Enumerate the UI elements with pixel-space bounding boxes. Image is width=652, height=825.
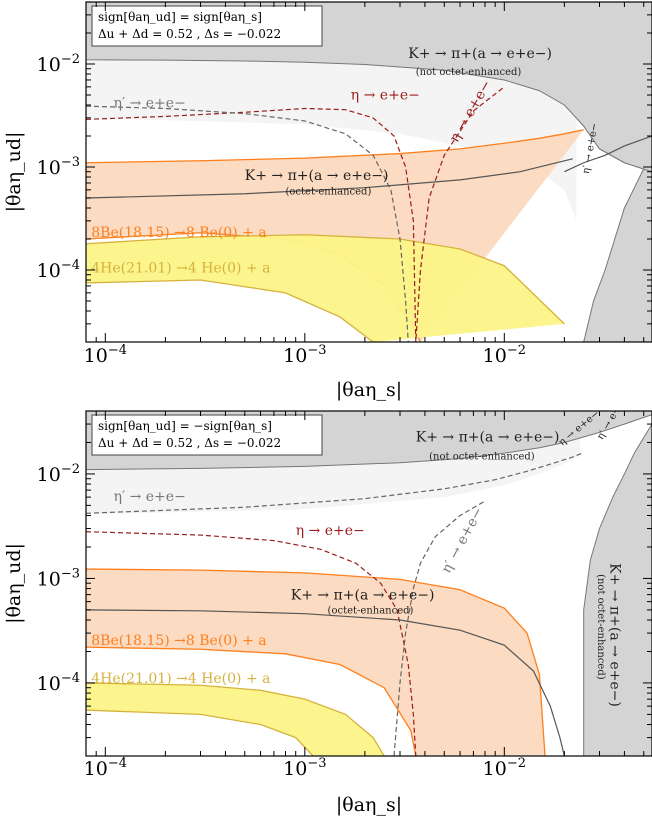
series-line-3 [564,135,652,173]
y-tick-label: 10−2 [37,462,80,486]
band-upper-1 [86,682,385,756]
series-line-2 [393,500,486,756]
band-upper-0 [86,568,546,756]
y-tick-label: 10−2 [37,52,80,76]
annotation-8: 4He(21.01) →4 He(0) + a [91,671,270,687]
series-line-0 [86,86,505,342]
annotation-8: 4He(21.01) →4 He(0) + a [91,260,270,276]
y-axis-title: |θaη_ud| [3,543,25,624]
legend-line-1: Δu + Δd = 0.52 , Δs = −0.022 [98,27,281,41]
y-tick-label: 10−3 [37,155,80,179]
series-line-1 [86,105,409,342]
annotation-1: (not octet-enhanced) [416,67,522,78]
x-tick-label: 10−3 [283,756,326,780]
x-axis-title: |θaη_s| [336,794,402,816]
annotation-2: η′ → e+e− [114,95,186,111]
annotation-5: K+ → π+(a → e+e−) [245,168,389,184]
band-lower-0 [86,646,417,756]
band-fill-0 [86,569,546,756]
series-line-3 [86,609,565,756]
x-tick-label: 10−2 [483,756,526,780]
legend-frame [91,5,323,47]
annotation-7: 8Be(18.15) →8 Be(0) + a [91,633,266,649]
panel-bottom: K+ → π+(a → e+e−)(not octet-enhanced)η′ … [3,410,652,816]
annotation-0: K+ → π+(a → e+e−) [408,46,552,62]
annotation-5: K+ → π+(a → e+e−) [291,587,435,603]
y-tick-label: 10−4 [37,671,80,695]
band-lower-1 [86,279,374,342]
legend-line-0: sign[θaη_ud] = −sign[θaη_s] [98,419,272,433]
series-line-2 [86,158,573,199]
x-axis-title: |θaη_s| [336,379,402,401]
annotation-2: η′ → e+e− [114,489,186,505]
region-1 [583,423,652,756]
annotation-0: K+ → π+(a → e+e−) [416,429,560,445]
band-lower-1 [86,709,314,756]
band-upper-0 [86,129,584,164]
legend-line-1: Δu + Δd = 0.52 , Δs = −0.022 [98,436,281,450]
legend-box: sign[θaη_ud] = sign[θaη_s] Δu + Δd = 0.52… [91,5,323,47]
annotation-7: 8Be(18.15) →8 Be(0) + a [91,225,266,241]
x-tick-label: 10−4 [84,756,127,780]
annotation-12: (not octet-enhanced) [595,574,606,680]
annotation-6: (octet-enhanced) [328,606,414,617]
region-1 [583,151,652,342]
y-tick-label: 10−3 [37,566,80,590]
annotation-11: K+ → π+(a → e+e−) [606,563,622,707]
legend-line-0: sign[θaη_ud] = sign[θaη_s] [98,10,262,24]
x-tick-label: 10−2 [483,343,526,367]
annotation-3: η → e+e− [296,523,365,539]
panel-top: K+ → π+(a → e+e−) (not octet-enhanced) η′ … [3,1,652,401]
legend-box: sign[θaη_ud] = −sign[θaη_s] Δu + Δd = 0.5… [91,414,323,456]
x-tick-label: 10−4 [84,343,127,367]
y-axis-title: |θaη_ud| [3,132,25,213]
x-tick-label: 10−3 [283,343,326,367]
annotation-6: (octet-enhanced) [285,187,371,198]
series-line-1 [86,452,584,514]
series-line-0 [86,531,417,756]
band-fill-1 [86,234,565,342]
legend-frame [91,414,323,456]
annotation-3: η → e+e− [351,88,420,104]
annotation-1: (not octet-enhanced) [429,451,535,462]
y-tick-label: 10−4 [37,258,80,282]
